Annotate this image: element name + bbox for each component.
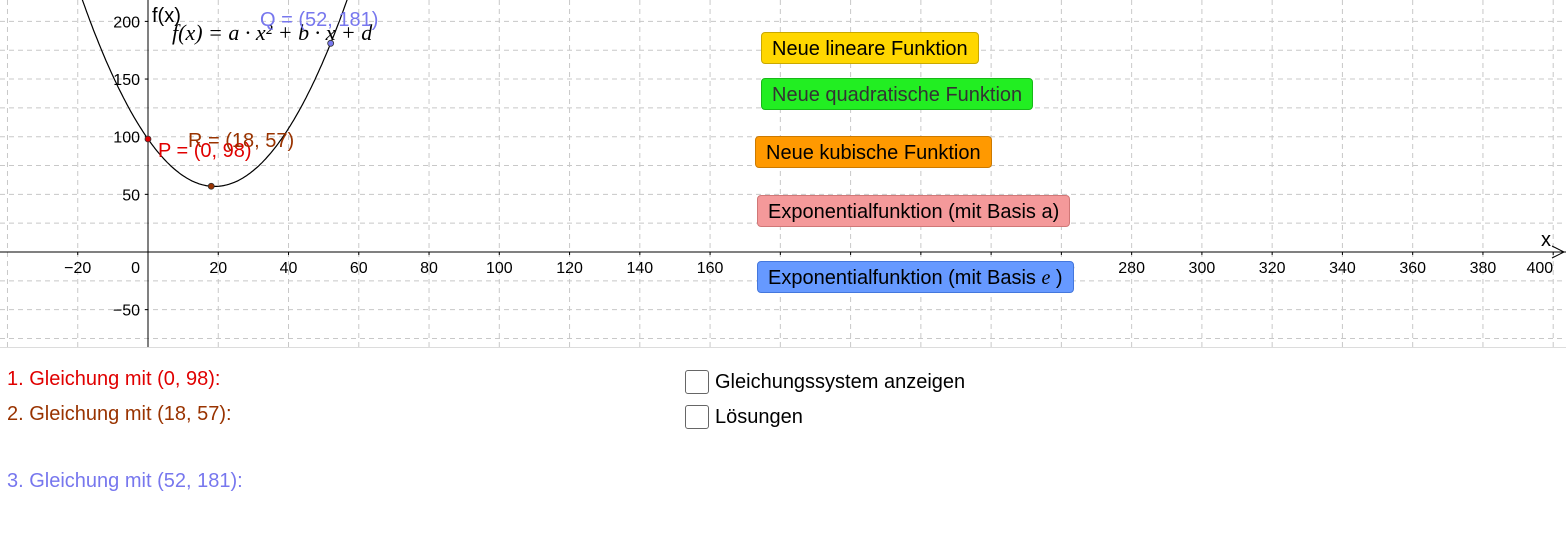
solutions-checkbox[interactable]: Lösungen — [685, 403, 803, 431]
x-tick-label: 160 — [697, 260, 724, 277]
x-tick-label: 280 — [1118, 260, 1145, 277]
x-tick-label: 360 — [1399, 260, 1426, 277]
x-tick-label: 60 — [350, 260, 368, 277]
x-tick-label: 0 — [131, 260, 140, 277]
x-tick-label: 380 — [1470, 260, 1497, 277]
point-label: R = (18, 57) — [188, 130, 294, 152]
checkbox-box[interactable] — [685, 370, 709, 394]
exponential-base-e-button[interactable]: Exponentialfunktion (mit Basis e ) — [757, 261, 1074, 293]
x-tick-label: 20 — [209, 260, 227, 277]
show-equation-system-checkbox[interactable]: Gleichungssystem anzeigen — [685, 368, 965, 396]
exp-e-suffix: ) — [1050, 267, 1063, 289]
x-tick-label: 300 — [1189, 260, 1216, 277]
x-tick-label: −20 — [64, 260, 91, 277]
equation-1-label: 1. Gleichung mit (0, 98): — [7, 368, 221, 390]
point-marker — [144, 135, 152, 143]
point-marker — [207, 182, 215, 190]
function-formula: f(x) = a · x² + b · x + d — [172, 20, 373, 45]
checkbox-label: Lösungen — [715, 405, 803, 428]
new-cubic-function-button[interactable]: Neue kubische Funktion — [755, 136, 992, 168]
y-tick-label: 50 — [122, 187, 140, 204]
euler-e-symbol: e — [1041, 267, 1051, 289]
y-tick-label: −50 — [113, 303, 140, 320]
x-tick-label: 400 — [1526, 260, 1553, 277]
y-tick-label: 100 — [113, 130, 140, 147]
axes — [0, 0, 1566, 348]
x-axis-arrow — [1551, 245, 1566, 259]
panel-divider — [0, 347, 1566, 348]
x-tick-label: 40 — [280, 260, 298, 277]
x-tick-label: 80 — [420, 260, 438, 277]
new-quadratic-function-button[interactable]: Neue quadratische Funktion — [761, 78, 1034, 110]
x-tick-label: 320 — [1259, 260, 1286, 277]
point-label: P = (0, 98) — [158, 140, 252, 162]
checkbox-label: Gleichungssystem anzeigen — [715, 370, 966, 393]
parabola-curve[interactable] — [60, 0, 394, 187]
y-axis-name: f(x) — [152, 5, 181, 27]
exponential-base-a-button[interactable]: Exponentialfunktion (mit Basis a) — [757, 195, 1071, 227]
point-label: Q = (52, 181) — [260, 9, 378, 31]
exp-e-prefix: Exponentialfunktion (mit Basis — [768, 267, 1042, 289]
x-tick-label: 100 — [486, 260, 513, 277]
x-axis-name: x — [1541, 229, 1551, 251]
checkbox-box[interactable] — [685, 405, 709, 429]
y-tick-label: 150 — [113, 72, 140, 89]
x-tick-label: 120 — [556, 260, 583, 277]
points: P = (0, 98)R = (18, 57) Q = (52, 181) — [144, 9, 378, 190]
equation-2-label: 2. Gleichung mit (18, 57): — [7, 403, 232, 425]
y-tick-labels: 200 150 100 50 −50 — [113, 14, 148, 320]
y-tick-label: 200 — [113, 14, 140, 31]
equation-3-label: 3. Gleichung mit (52, 181): — [7, 470, 243, 492]
new-linear-function-button[interactable]: Neue lineare Funktion — [761, 32, 979, 64]
x-tick-label: 340 — [1329, 260, 1356, 277]
point-marker — [327, 39, 335, 47]
x-tick-label: 140 — [626, 260, 653, 277]
